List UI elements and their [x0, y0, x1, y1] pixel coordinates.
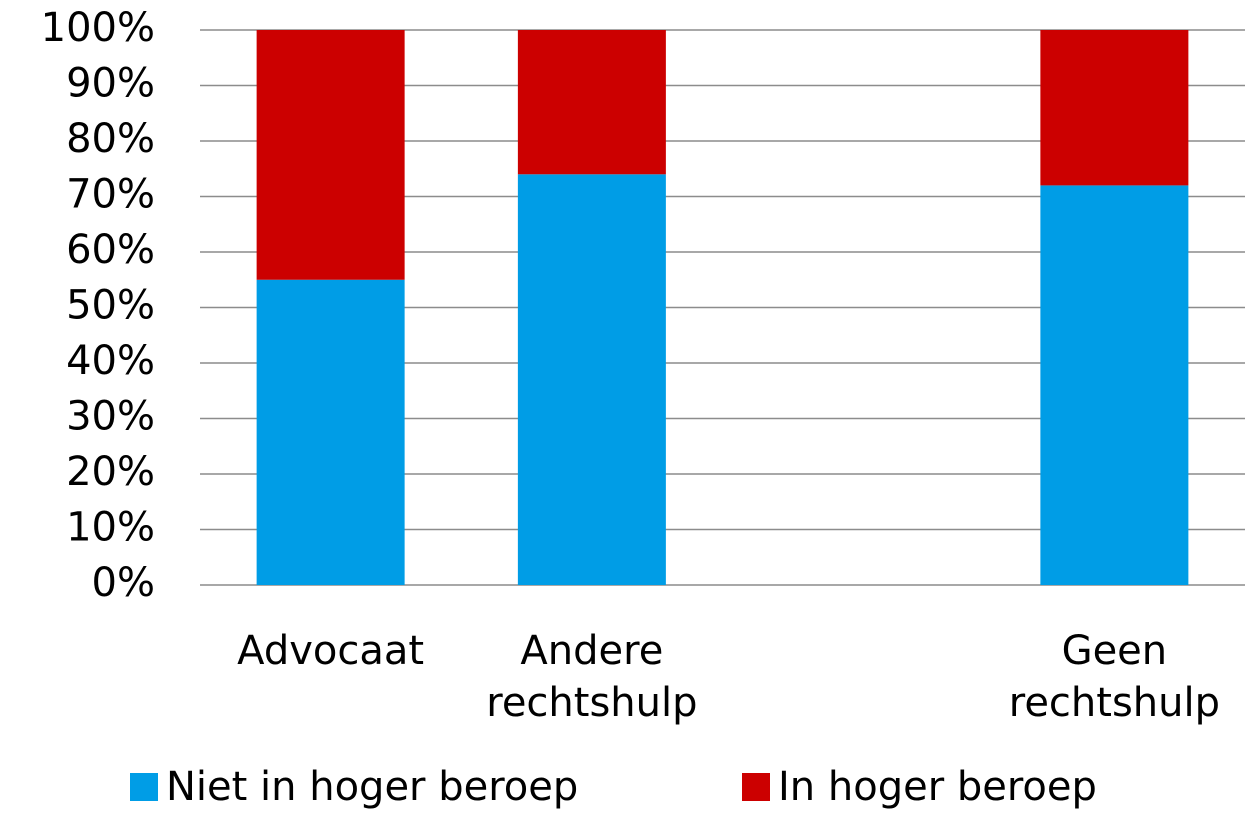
y-tick-label: 0%: [92, 560, 155, 606]
y-tick-label: 20%: [66, 449, 155, 495]
legend-swatch: [742, 773, 770, 801]
y-tick-label: 80%: [66, 116, 155, 162]
bar-segment: [256, 279, 405, 585]
y-tick-label: 100%: [41, 5, 155, 51]
bar-segment: [1040, 30, 1189, 186]
y-tick-label: 30%: [66, 394, 155, 440]
legend-label: Niet in hoger beroep: [166, 764, 578, 810]
y-tick-label: 10%: [66, 505, 155, 551]
bar-segment: [517, 174, 666, 586]
y-tick-label: 70%: [66, 172, 155, 218]
x-tick-label: Andere rechtshulp: [486, 628, 698, 726]
y-tick-label: 40%: [66, 338, 155, 384]
bar-segment: [256, 30, 405, 280]
x-tick-label: Advocaat: [237, 628, 425, 674]
x-tick-label: Geen rechtshulp: [1008, 628, 1220, 726]
bar-segment: [1040, 185, 1189, 585]
legend-label: In hoger beroep: [778, 764, 1097, 810]
y-tick-label: 90%: [66, 61, 155, 107]
bar-segment: [517, 30, 666, 175]
y-tick-label: 60%: [66, 227, 155, 273]
legend-swatch: [130, 773, 158, 801]
y-tick-label: 50%: [66, 283, 155, 329]
